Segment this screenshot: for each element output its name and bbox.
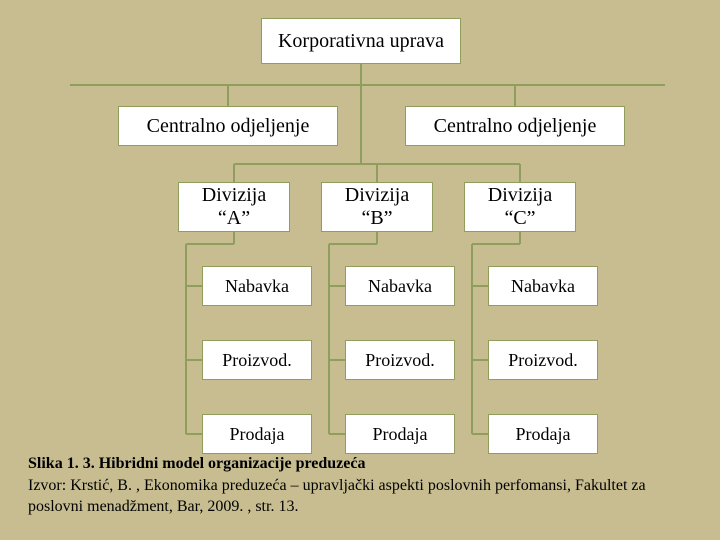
connector-h xyxy=(186,433,202,435)
connector-h xyxy=(472,285,488,287)
node-fn-1-1: Proizvod. xyxy=(345,340,455,380)
caption-source-prefix: Izvor: xyxy=(28,477,70,494)
node-div-b: Divizija“B” xyxy=(321,182,433,232)
node-fn-1-2: Proizvod. xyxy=(488,340,598,380)
division-label-bottom: “C” xyxy=(488,207,552,230)
connector-v xyxy=(185,244,187,434)
connector-h xyxy=(472,433,488,435)
connector-v xyxy=(376,164,378,182)
connector-v xyxy=(514,85,516,106)
connector-v xyxy=(233,164,235,182)
connector-v xyxy=(227,85,229,106)
connector-h xyxy=(329,433,345,435)
connector-h xyxy=(329,243,377,245)
node-fn-2-1: Prodaja xyxy=(345,414,455,454)
connector-v xyxy=(471,244,473,434)
node-cent-left: Centralno odjeljenje xyxy=(118,106,338,146)
node-div-a: Divizija“A” xyxy=(178,182,290,232)
connector-v xyxy=(360,85,362,164)
division-label-top: Divizija xyxy=(202,184,266,207)
caption-source-body: Krstić, B. , Ekonomika preduzeća – uprav… xyxy=(28,477,646,516)
connector-h xyxy=(329,359,345,361)
node-div-c: Divizija“C” xyxy=(464,182,576,232)
node-root: Korporativna uprava xyxy=(261,18,461,64)
node-fn-0-2: Nabavka xyxy=(488,266,598,306)
connector-h xyxy=(70,84,665,86)
node-fn-2-2: Prodaja xyxy=(488,414,598,454)
caption-title: Slika 1. 3. Hibridni model organizacije … xyxy=(28,455,365,472)
connector-h xyxy=(186,243,234,245)
node-fn-0-1: Nabavka xyxy=(345,266,455,306)
connector-h xyxy=(472,359,488,361)
node-fn-2-0: Prodaja xyxy=(202,414,312,454)
node-fn-1-0: Proizvod. xyxy=(202,340,312,380)
division-label-bottom: “A” xyxy=(202,207,266,230)
connector-v xyxy=(328,244,330,434)
connector-h xyxy=(329,285,345,287)
node-cent-right: Centralno odjeljenje xyxy=(405,106,625,146)
connector-h xyxy=(472,243,520,245)
division-label-top: Divizija xyxy=(488,184,552,207)
figure-caption: Slika 1. 3. Hibridni model organizacije … xyxy=(28,453,700,518)
connector-h xyxy=(186,359,202,361)
connector-h xyxy=(186,285,202,287)
node-fn-0-0: Nabavka xyxy=(202,266,312,306)
division-label-bottom: “B” xyxy=(345,207,409,230)
connector-v xyxy=(360,64,362,85)
division-label-top: Divizija xyxy=(345,184,409,207)
connector-v xyxy=(519,164,521,182)
